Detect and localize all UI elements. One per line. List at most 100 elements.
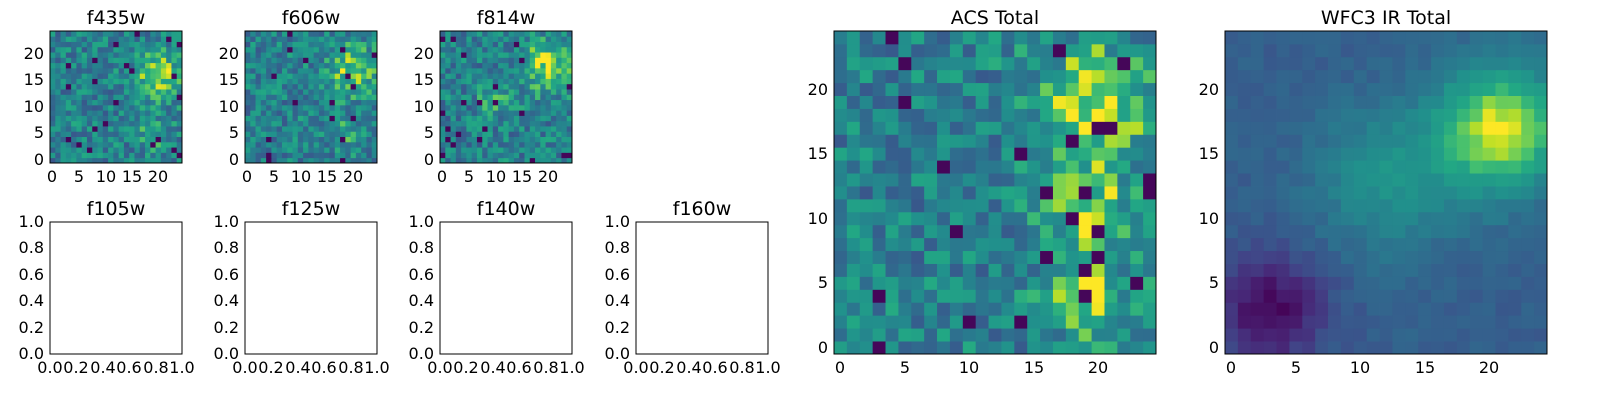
- heatmap-cell: [1431, 173, 1445, 187]
- heatmap-cell: [1418, 121, 1432, 135]
- heatmap-cell: [975, 121, 989, 135]
- heatmap-cell: [503, 141, 510, 148]
- heatmap-cell: [1263, 173, 1277, 187]
- heatmap-cell: [466, 157, 473, 164]
- heatmap-cell: [324, 83, 330, 90]
- heatmap-cell: [898, 147, 912, 161]
- heatmap-cell: [911, 186, 925, 200]
- heatmap-cell: [60, 131, 67, 137]
- heatmap-cell: [292, 52, 299, 58]
- heatmap-cell: [1482, 250, 1496, 264]
- heatmap-cell: [566, 115, 573, 122]
- heatmap-cell: [150, 83, 156, 90]
- heatmap-cell: [508, 83, 515, 90]
- heatmap-cell: [1065, 289, 1080, 303]
- heatmap-cell: [92, 67, 98, 74]
- heatmap-cell: [92, 89, 98, 95]
- heatmap-cell: [318, 89, 325, 95]
- heatmap-cell: [1340, 211, 1355, 226]
- heatmap-cell: [361, 41, 367, 48]
- heatmap-cell: [97, 94, 104, 101]
- heatmap-cell: [487, 147, 494, 153]
- y-tick-label: 0.4: [409, 291, 434, 310]
- heatmap-cell: [176, 46, 183, 53]
- x-tick-label: 0.2: [63, 358, 88, 377]
- heatmap-cell: [276, 126, 283, 132]
- heatmap-cell: [1534, 276, 1548, 290]
- heatmap-cell: [1263, 211, 1277, 226]
- heatmap-cell: [1379, 121, 1393, 135]
- heatmap-cell: [1250, 173, 1265, 187]
- heatmap-cell: [1392, 224, 1406, 239]
- heatmap-cell: [1418, 95, 1432, 109]
- heatmap-cell: [92, 41, 98, 48]
- heatmap-cell: [86, 41, 93, 48]
- heatmap-cell: [834, 160, 848, 174]
- heatmap-cell: [134, 110, 141, 116]
- heatmap-cell: [540, 115, 546, 122]
- heatmap-cell: [102, 62, 109, 69]
- heatmap-cell: [529, 94, 536, 101]
- heatmap-cell: [50, 136, 56, 143]
- heatmap-cell: [266, 104, 272, 111]
- heatmap-cell: [898, 56, 912, 71]
- heatmap-cell: [949, 302, 964, 316]
- heatmap-cell: [1250, 224, 1265, 239]
- heatmap-cell: [566, 62, 573, 69]
- heatmap-cell: [102, 83, 109, 90]
- heatmap-cell: [292, 99, 299, 106]
- x-tick-label: 0: [47, 167, 57, 186]
- heatmap-cell: [1078, 341, 1092, 355]
- heatmap-cell: [1418, 108, 1432, 122]
- heatmap-cell: [988, 121, 1002, 135]
- heatmap-cell: [166, 62, 172, 69]
- heatmap-cell: [1130, 69, 1144, 84]
- heatmap-cell: [1469, 82, 1483, 96]
- heatmap-cell: [1250, 69, 1265, 84]
- heatmap-cell: [1117, 173, 1131, 187]
- heatmap-cell: [846, 198, 861, 213]
- heatmap-cell: [266, 126, 272, 132]
- heatmap-cell: [86, 62, 93, 69]
- heatmap-cell: [1130, 276, 1144, 290]
- heatmap-cell: [487, 136, 494, 143]
- heatmap-cell: [445, 147, 451, 153]
- heatmap-cell: [86, 110, 93, 116]
- heatmap-cell: [461, 99, 467, 106]
- heatmap-cell: [340, 152, 346, 159]
- heatmap-cell: [1091, 43, 1105, 58]
- heatmap-cell: [545, 67, 552, 74]
- heatmap-cell: [134, 136, 141, 143]
- heatmap-cell: [949, 160, 964, 174]
- heatmap-cell: [134, 104, 141, 111]
- heatmap-cell: [988, 186, 1002, 200]
- heatmap-cell: [176, 157, 183, 164]
- heatmap-cell: [513, 104, 520, 111]
- heatmap-cell: [487, 115, 494, 122]
- heatmap-cell: [1379, 134, 1393, 148]
- heatmap-cell: [556, 110, 562, 116]
- heatmap-cell: [513, 126, 520, 132]
- heatmap-cell: [160, 52, 167, 58]
- heatmap-cell: [1014, 69, 1028, 84]
- heatmap-cell: [65, 99, 72, 106]
- heatmap-cell: [134, 41, 141, 48]
- heatmap-cell: [911, 134, 925, 148]
- y-tick-label: 10: [219, 97, 239, 116]
- heatmap-cell: [561, 104, 568, 111]
- heatmap-cell: [1495, 95, 1509, 109]
- heatmap-cell: [113, 126, 120, 132]
- heatmap-cell: [1392, 69, 1406, 84]
- heatmap-cell: [255, 41, 262, 48]
- heatmap-cell: [440, 62, 446, 69]
- heatmap-cell: [1469, 147, 1483, 161]
- heatmap-cell: [513, 62, 520, 69]
- heatmap-cell: [255, 94, 262, 101]
- heatmap-cell: [318, 94, 325, 101]
- heatmap-cell: [1379, 43, 1393, 58]
- heatmap-cell: [988, 160, 1002, 174]
- heatmap-cell: [476, 141, 483, 148]
- heatmap-cell: [1040, 43, 1054, 58]
- heatmap-cell: [271, 83, 278, 90]
- heatmap-cell: [550, 147, 557, 153]
